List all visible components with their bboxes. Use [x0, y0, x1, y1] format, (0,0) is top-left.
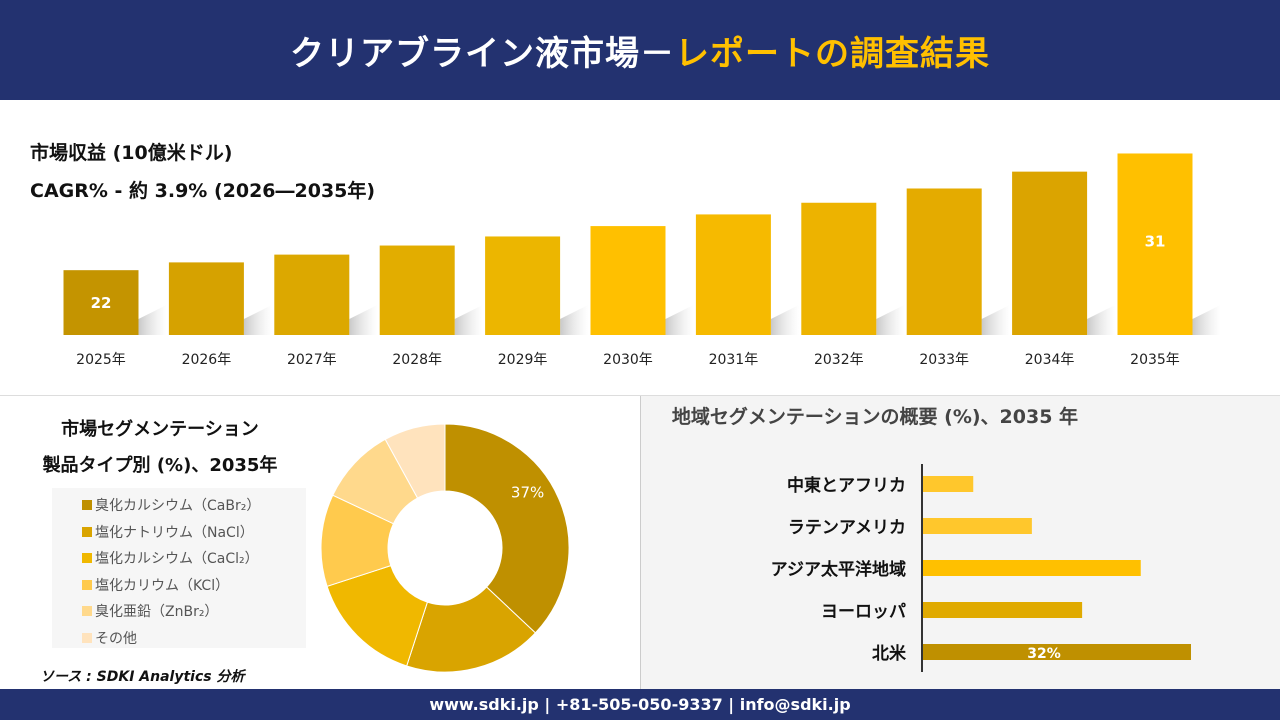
legend-swatch: [82, 606, 92, 617]
x-tick-label: 2027年: [287, 352, 337, 368]
product-segment-title: 市場セグメンテーション 製品タイプ別 (%)、2035年: [20, 412, 300, 484]
bar-data-label: 22: [91, 294, 112, 312]
bar-2027年: [274, 254, 350, 335]
bar-2028年: [379, 245, 455, 335]
bar-shadow: [1192, 305, 1221, 335]
legend-label: 臭化カルシウム（CaBr₂）: [95, 498, 261, 515]
bar-2025年: [63, 270, 139, 335]
source-note: ソース : SDKI Analytics 分析: [40, 669, 245, 685]
x-tick-label: 2030年: [603, 352, 653, 368]
bar-shadow: [1087, 305, 1116, 335]
product-title-line1: 市場セグメンテーション: [61, 419, 259, 440]
legend-label: その他: [95, 630, 137, 647]
legend-item: 塩化ナトリウム（NaCl）: [82, 519, 306, 546]
donut-slice: [384, 423, 446, 499]
x-tick-label: 2031年: [709, 352, 759, 368]
cagr-subtitle: CAGR% - 約 3.9% (2026―2035年): [30, 180, 376, 202]
bar-2031年: [695, 214, 771, 335]
legend-item: 臭化カルシウム（CaBr₂）: [82, 492, 306, 519]
legend-label: 塩化カルシウム（CaCl₂）: [95, 551, 259, 568]
legend-label: 塩化ナトリウム（NaCl）: [95, 524, 254, 541]
legend-item: 塩化カリウム（KCl）: [82, 572, 306, 599]
header-banner: クリアブライン液市場－ レポートの調査結果: [0, 0, 1280, 100]
bar-shadow: [138, 305, 167, 335]
x-tick-label: 2029年: [498, 352, 548, 368]
legend-item: その他: [82, 625, 306, 652]
legend-label: 臭化亜鉛（ZnBr₂）: [95, 604, 219, 621]
legend-label: 塩化カリウム（KCl）: [95, 577, 230, 594]
bar-2026年: [168, 262, 244, 335]
donut-slice: [406, 586, 537, 673]
legend-swatch: [82, 526, 92, 537]
legend-swatch: [82, 632, 92, 643]
legend-swatch: [82, 553, 92, 564]
x-tick-label: 2026年: [182, 352, 232, 368]
bar-shadow: [349, 305, 378, 335]
title-main: クリアブライン液市場－: [290, 33, 675, 74]
donut-slice: [326, 564, 429, 667]
x-tick-label: 2032年: [814, 352, 864, 368]
x-tick-label: 2025年: [76, 352, 126, 368]
bar-2032年: [801, 202, 877, 335]
bar-shadow: [665, 305, 694, 335]
bar-shadow: [770, 305, 799, 335]
legend-swatch: [82, 579, 92, 590]
bar-2033年: [906, 188, 982, 335]
slice-data-label: 37%: [511, 483, 544, 501]
bar-data-label: 31: [1145, 232, 1166, 250]
x-tick-label: 2035年: [1130, 352, 1180, 368]
divider: [0, 395, 1280, 396]
x-tick-label: 2033年: [919, 352, 969, 368]
title-highlight: レポートの調査結果: [675, 33, 990, 74]
bar-shadow: [981, 305, 1010, 335]
region-chart-title: 地域セグメンテーションの概要 (%)、2035 年: [671, 406, 1079, 428]
product-title-line2: 製品タイプ別 (%)、2035年: [42, 455, 278, 476]
footer-contact: www.sdki.jp | +81-505-050-9337 | info@sd…: [0, 689, 1280, 720]
region-panel: [640, 396, 1280, 689]
donut-legend: 臭化カルシウム（CaBr₂） 塩化ナトリウム（NaCl） 塩化カルシウム（CaCl₂…: [52, 488, 306, 648]
bar-2029年: [485, 236, 561, 335]
revenue-bar-chart: 2025年 22 2026年 2027年 2028年 2029年 2030年 2031年 203…: [63, 153, 1221, 368]
bar-2034年: [1012, 171, 1088, 335]
bar-shadow: [243, 305, 272, 335]
bar-shadow: [454, 305, 483, 335]
legend-item: 臭化亜鉛（ZnBr₂）: [82, 598, 306, 625]
bar-2030年: [590, 226, 666, 335]
legend-item: 塩化カルシウム（CaCl₂）: [82, 545, 306, 572]
donut-slice: [320, 494, 395, 587]
bar-shadow: [560, 305, 589, 335]
bar-2035年: [1117, 153, 1193, 335]
x-tick-label: 2028年: [392, 352, 442, 368]
donut-slice: [444, 423, 570, 634]
legend-swatch: [82, 500, 92, 511]
x-tick-label: 2034年: [1025, 352, 1075, 368]
bar-shadow: [876, 305, 905, 335]
donut-slice: [332, 438, 419, 525]
revenue-chart-title: 市場収益 (10億米ドル): [30, 142, 233, 164]
